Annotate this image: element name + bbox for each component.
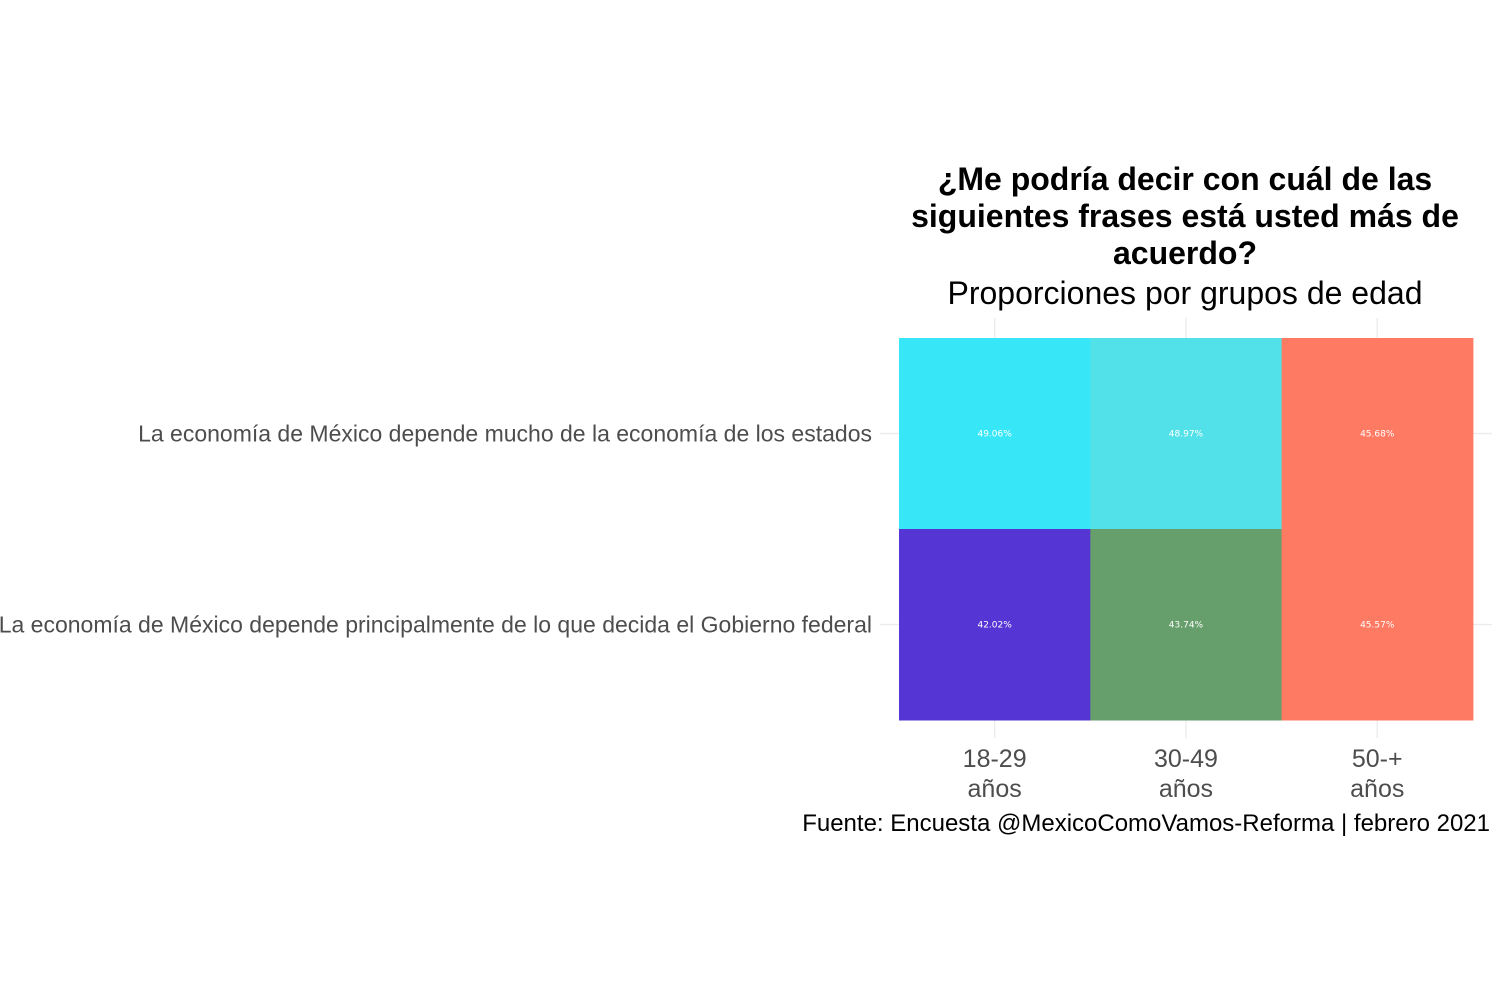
y-axis-labels: La economía de México depende mucho de l…: [0, 421, 872, 638]
title-line-1: ¿Me podría decir con cuál de las: [938, 161, 1432, 197]
heatmap-cells: [899, 338, 1474, 721]
cell-value-label: 45.68%: [1360, 430, 1395, 440]
x-axis-tick-label: años: [1159, 775, 1213, 803]
chart-title: ¿Me podría decir con cuál de las siguien…: [911, 161, 1459, 271]
cell-value-label: 45.57%: [1360, 621, 1395, 631]
x-axis-tick-label: 18-29: [963, 745, 1027, 773]
heatmap-cell: [1090, 338, 1283, 530]
heatmap-cell: [899, 338, 1091, 530]
y-axis-tick-label: La economía de México depende mucho de l…: [138, 421, 872, 447]
title-line-3: acuerdo?: [1113, 235, 1257, 271]
cell-value-label: 48.97%: [1169, 430, 1204, 440]
heatmap-cell: [1281, 338, 1474, 530]
x-axis-tick-label: 30-49: [1154, 745, 1218, 773]
heatmap-cell: [899, 529, 1091, 721]
chart-caption: Fuente: Encuesta @MexicoComoVamos-Reform…: [802, 810, 1490, 837]
heatmap-cell: [1281, 529, 1474, 721]
chart-subtitle: Proporciones por grupos de edad: [948, 275, 1423, 311]
title-line-2: siguientes frases está usted más de: [911, 198, 1459, 234]
cell-value-label: 43.74%: [1169, 621, 1204, 631]
heatmap-cell: [1090, 529, 1283, 721]
cell-value-labels: 49.06% 48.97% 45.68% 42.02% 43.74% 45.57%: [977, 430, 1394, 631]
cell-value-label: 49.06%: [977, 430, 1012, 440]
x-axis-tick-label: 50-+: [1352, 745, 1403, 773]
cell-value-label: 42.02%: [977, 621, 1012, 631]
x-axis-tick-label: años: [968, 775, 1022, 803]
x-axis-tick-label: años: [1350, 775, 1404, 803]
y-axis-tick-label: La economía de México depende principalm…: [0, 612, 872, 638]
